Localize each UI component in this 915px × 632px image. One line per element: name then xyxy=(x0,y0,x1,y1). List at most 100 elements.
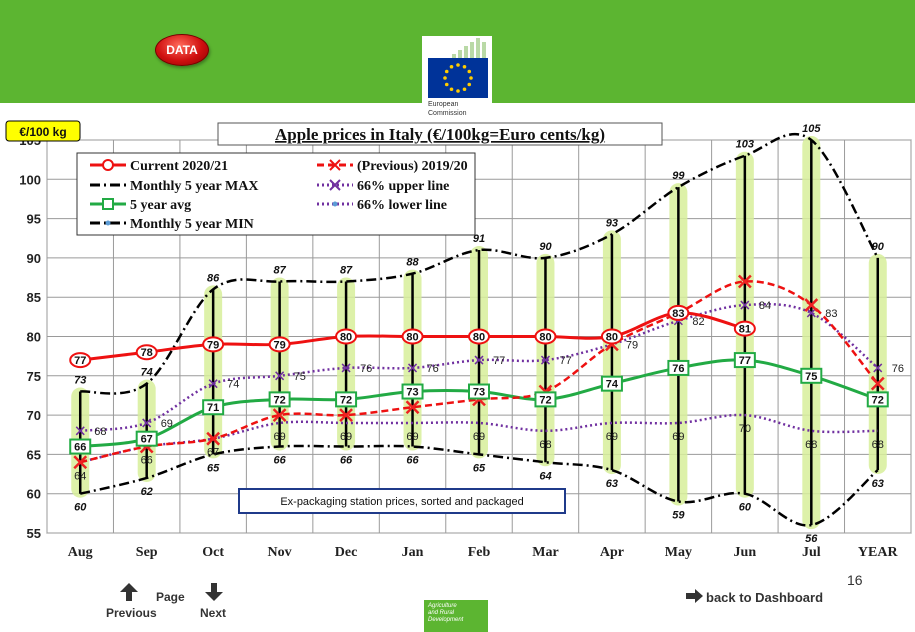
data-label-lower: 69 xyxy=(273,431,285,443)
data-label-lower: 69 xyxy=(606,431,618,443)
legend-label: Monthly 5 year MIN xyxy=(130,217,254,232)
marker-current xyxy=(468,328,490,345)
data-label-avg: 71 xyxy=(207,402,219,414)
data-label-min: 59 xyxy=(672,510,685,522)
marker-current xyxy=(401,328,424,345)
y-tick-label: 85 xyxy=(27,290,41,305)
data-label-upper: 83 xyxy=(825,308,837,320)
data-label-max: 103 xyxy=(736,139,754,151)
data-label-max: 93 xyxy=(606,217,618,229)
data-label-max: 87 xyxy=(340,264,353,276)
x-tick-label: Nov xyxy=(268,545,292,560)
data-label-max: 90 xyxy=(872,241,885,253)
data-label-current: 79 xyxy=(273,339,285,351)
footer: Previous Page Next 16 back to Dashboard xyxy=(0,566,915,632)
back-to-dashboard-link[interactable]: back to Dashboard xyxy=(706,590,824,605)
data-label-max: 88 xyxy=(406,257,419,269)
data-label-avg: 73 xyxy=(473,387,485,399)
data-label-upper: 68 xyxy=(94,426,106,438)
legend-marker xyxy=(329,179,341,191)
next-link[interactable]: Next xyxy=(200,606,227,620)
data-label-avg: 75 xyxy=(805,371,817,383)
data-label-avg: 72 xyxy=(539,394,551,406)
marker-current xyxy=(534,328,557,345)
page-number: 16 xyxy=(847,572,863,588)
data-label-upper: 77 xyxy=(493,355,505,367)
y-tick-label: 95 xyxy=(27,212,41,227)
arrow-right-icon[interactable] xyxy=(686,589,704,603)
marker-avg xyxy=(202,399,225,416)
marker-avg xyxy=(268,391,291,408)
data-label-max: 90 xyxy=(539,241,552,253)
x-tick-label: YEAR xyxy=(858,545,899,560)
data-label-lower: 68 xyxy=(539,439,551,451)
data-label-upper: 75 xyxy=(294,371,306,383)
y-tick-label: 75 xyxy=(27,369,41,384)
arrow-down-icon[interactable] xyxy=(203,582,225,602)
chart-title-box xyxy=(217,122,663,146)
note-box xyxy=(238,488,566,514)
marker-upper xyxy=(341,363,351,373)
y-tick-label: 100 xyxy=(19,172,41,187)
x-tick-label: Oct xyxy=(202,545,224,560)
y-tick-label: 65 xyxy=(27,447,41,462)
data-label-min: 66 xyxy=(273,455,286,467)
marker-previous xyxy=(737,274,752,289)
y-tick-label: 90 xyxy=(27,251,41,266)
arrow-up-icon[interactable] xyxy=(118,582,140,602)
data-label-current: 79 xyxy=(207,339,219,351)
marker-upper xyxy=(75,426,85,436)
marker-previous xyxy=(339,408,353,422)
marker-previous xyxy=(870,376,885,391)
agriculture-logo: Agriculture and Rural Development xyxy=(424,600,488,632)
x-tick-label: Dec xyxy=(335,545,358,560)
eu-flag-icon xyxy=(428,58,488,98)
marker-previous xyxy=(206,431,221,446)
data-label-lower: 66 xyxy=(141,455,153,467)
marker-avg xyxy=(69,438,92,455)
data-label-max: 87 xyxy=(273,264,286,276)
previous-link[interactable]: Previous xyxy=(106,606,157,620)
marker-current xyxy=(667,304,690,321)
data-button[interactable]: DATA xyxy=(155,34,209,66)
marker-upper xyxy=(142,418,152,428)
data-label-current: 80 xyxy=(606,332,618,344)
data-label-lower: 69 xyxy=(340,431,352,443)
european-commission-logo: European Commission xyxy=(422,36,492,122)
marker-avg xyxy=(600,375,623,392)
marker-upper xyxy=(474,355,484,365)
legend-box xyxy=(76,152,476,236)
data-label-lower: 68 xyxy=(872,439,884,451)
data-label-upper: 74 xyxy=(227,379,239,391)
x-tick-label: Jun xyxy=(734,545,757,560)
marker-current xyxy=(335,328,358,345)
data-label-lower: 70 xyxy=(739,423,751,435)
data-label-max: 99 xyxy=(672,170,685,182)
data-label-avg: 72 xyxy=(340,394,352,406)
data-label-lower: 69 xyxy=(672,431,684,443)
marker-current xyxy=(733,320,756,337)
agri-text-1: Agriculture xyxy=(428,603,457,609)
data-label-avg: 77 xyxy=(739,355,751,367)
marker-avg xyxy=(800,367,823,384)
chart-title: Apple prices in Italy (€/100kg=Euro cent… xyxy=(275,125,605,144)
data-label-min: 65 xyxy=(207,462,220,474)
marker-current xyxy=(202,336,225,353)
x-tick-label: Aug xyxy=(68,545,93,560)
legend-marker xyxy=(105,220,111,226)
legend-label: (Previous) 2019/20 xyxy=(357,159,468,174)
data-label-current: 80 xyxy=(340,332,352,344)
y-tick-label: 60 xyxy=(27,487,41,502)
y-tick-label: 70 xyxy=(27,408,41,423)
marker-upper xyxy=(540,355,550,365)
ec-logo-text-1: European xyxy=(428,101,459,108)
x-tick-label: Mar xyxy=(532,545,558,560)
data-label-current: 78 xyxy=(141,347,153,359)
legend-marker xyxy=(102,159,114,171)
legend-label: Current 2020/21 xyxy=(130,159,228,174)
page-label: Page xyxy=(156,590,185,604)
data-label-avg: 72 xyxy=(872,394,884,406)
y-tick-label: 55 xyxy=(27,526,41,541)
marker-current xyxy=(135,344,158,361)
data-label-lower: 69 xyxy=(406,431,418,443)
